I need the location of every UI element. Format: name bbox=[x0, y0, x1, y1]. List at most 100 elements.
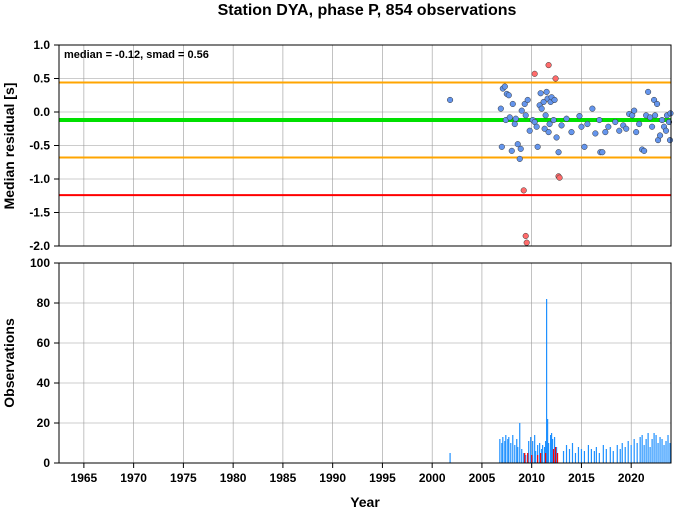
residual-point bbox=[633, 129, 640, 136]
residual-point bbox=[520, 187, 527, 194]
stats-annotation: median = -0.12, smad = 0.56 bbox=[64, 49, 209, 61]
residual-point bbox=[509, 100, 516, 108]
observations-tick-label: 20 bbox=[37, 416, 51, 430]
residual-point bbox=[516, 155, 523, 162]
residual-tick-label: 1.0 bbox=[33, 38, 50, 52]
residual-point bbox=[581, 143, 588, 150]
residual-y-axis-label: Median residual [s] bbox=[1, 83, 17, 210]
residual-point bbox=[533, 123, 540, 130]
residual-point bbox=[563, 115, 570, 122]
residual-point bbox=[541, 125, 548, 132]
residual-panel: 1.0 0.5 0.0 -0.5 -1.0 -1.5 -2.0 median = -0.12… bbox=[1, 38, 674, 253]
residual-point bbox=[545, 129, 552, 136]
residual-tick-label: -2.0 bbox=[29, 239, 50, 253]
observations-panel-frame bbox=[58, 262, 672, 464]
observations-tick-label: 0 bbox=[43, 456, 50, 470]
residual-point bbox=[514, 141, 521, 148]
residual-point bbox=[522, 232, 529, 239]
residual-point bbox=[524, 96, 531, 103]
residual-point bbox=[605, 123, 612, 130]
residual-point bbox=[666, 137, 674, 144]
year-tick-label: 2005 bbox=[469, 471, 496, 485]
year-tick-label: 1990 bbox=[319, 471, 346, 485]
year-tick-label: 2010 bbox=[518, 471, 545, 485]
residual-point bbox=[551, 96, 558, 103]
year-x-ticks: 1965 1970 1975 1980 1985 1990 1995 2000 2005 2010… bbox=[71, 463, 645, 485]
year-tick-label: 2020 bbox=[618, 471, 645, 485]
observation-bars bbox=[449, 299, 671, 463]
residual-point bbox=[596, 116, 603, 124]
residual-point bbox=[546, 121, 553, 128]
residual-point bbox=[568, 129, 575, 136]
residual-point bbox=[498, 143, 505, 150]
residual-point bbox=[616, 127, 623, 134]
residual-tick-label: 0.5 bbox=[33, 72, 50, 86]
residual-point bbox=[623, 125, 630, 132]
residual-point bbox=[636, 121, 643, 128]
residual-point bbox=[534, 143, 541, 150]
residual-point bbox=[506, 114, 513, 121]
residual-point bbox=[526, 127, 533, 134]
residual-point bbox=[518, 107, 525, 114]
residual-point bbox=[658, 116, 666, 124]
residual-point bbox=[654, 100, 661, 108]
residual-point bbox=[511, 121, 518, 128]
residual-point bbox=[584, 121, 591, 128]
residual-tick-label: -1.0 bbox=[29, 172, 50, 186]
residual-point bbox=[517, 145, 524, 152]
residual-tick-label: -1.5 bbox=[29, 206, 50, 220]
residual-point bbox=[592, 130, 599, 137]
residual-point bbox=[589, 105, 596, 112]
residual-points bbox=[447, 62, 674, 246]
residual-point bbox=[542, 112, 549, 119]
observations-tick-label: 100 bbox=[30, 256, 50, 270]
residual-point bbox=[649, 123, 656, 130]
residual-point bbox=[521, 100, 528, 108]
year-tick-label: 1985 bbox=[270, 471, 297, 485]
residual-tick-label: 0.0 bbox=[33, 105, 50, 119]
observations-grid bbox=[59, 262, 671, 464]
year-tick-label: 1980 bbox=[220, 471, 247, 485]
observations-tick-label: 60 bbox=[37, 336, 51, 350]
residual-point bbox=[537, 90, 544, 97]
residual-point bbox=[505, 92, 512, 99]
reference-lines bbox=[59, 81, 671, 197]
residual-point bbox=[641, 147, 648, 154]
residual-point bbox=[558, 122, 565, 129]
observations-y-ticks: 100 80 60 40 20 0 bbox=[30, 256, 59, 470]
year-tick-label: 2000 bbox=[419, 471, 446, 485]
residual-point bbox=[523, 239, 530, 246]
residual-point bbox=[657, 132, 664, 139]
year-tick-label: 1995 bbox=[369, 471, 396, 485]
residual-point bbox=[540, 98, 547, 105]
residual-point bbox=[631, 107, 638, 114]
residual-point bbox=[545, 62, 552, 69]
residual-point bbox=[645, 88, 652, 95]
observations-panel: 100 80 60 40 20 0 1965 1970 1975 1980 1985 1990 199… bbox=[1, 256, 672, 510]
residual-point bbox=[599, 149, 606, 156]
chart-title: Station DYA, phase P, 854 observations bbox=[218, 2, 517, 19]
observations-y-axis-label: Observations bbox=[1, 318, 17, 408]
year-tick-label: 1970 bbox=[120, 471, 147, 485]
year-tick-label: 1965 bbox=[71, 471, 98, 485]
year-tick-label: 2015 bbox=[568, 471, 595, 485]
residual-point bbox=[447, 96, 454, 103]
residual-point bbox=[555, 149, 562, 156]
residual-point bbox=[522, 112, 529, 119]
residual-point bbox=[497, 105, 504, 112]
residual-point bbox=[602, 129, 609, 136]
residual-point bbox=[543, 88, 550, 95]
residual-tick-label: -0.5 bbox=[29, 139, 50, 153]
residual-point bbox=[552, 75, 559, 82]
residual-grid bbox=[59, 44, 671, 247]
residual-point bbox=[556, 174, 563, 181]
residual-point bbox=[612, 119, 619, 126]
residual-y-ticks: 1.0 0.5 0.0 -0.5 -1.0 -1.5 -2.0 bbox=[29, 38, 59, 253]
observations-tick-label: 40 bbox=[37, 376, 51, 390]
residual-point bbox=[501, 83, 508, 90]
observations-tick-label: 80 bbox=[37, 296, 51, 310]
residual-point bbox=[531, 70, 538, 77]
residual-point bbox=[553, 134, 560, 141]
residual-point bbox=[578, 123, 585, 130]
